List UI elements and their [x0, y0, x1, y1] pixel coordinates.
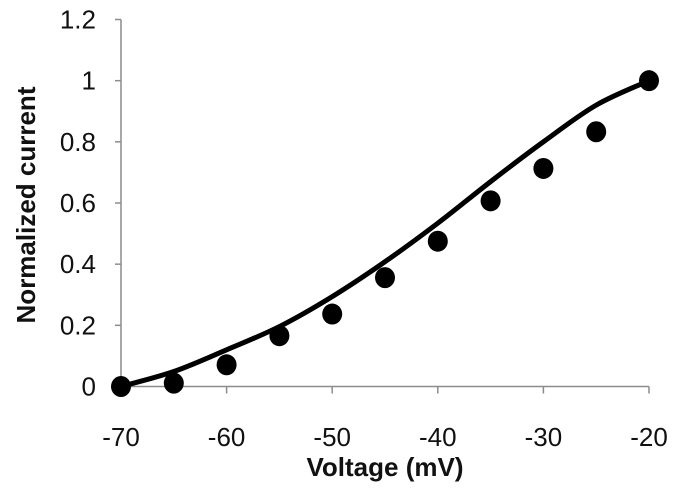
y-axis-label: Normalized current — [11, 86, 41, 323]
data-point — [163, 372, 184, 394]
data-point — [216, 354, 237, 376]
y-tick-label: 1 — [82, 66, 96, 96]
y-tick-label: 0.2 — [60, 310, 96, 340]
data-point — [586, 121, 607, 143]
data-point — [322, 303, 343, 325]
data-point — [427, 230, 448, 252]
x-tick-label: -60 — [208, 422, 246, 452]
x-tick-label: -30 — [525, 422, 563, 452]
x-tick-label: -50 — [313, 422, 351, 452]
y-tick-label: 0.4 — [60, 249, 96, 279]
tick-labels: 0 0.2 0.4 0.6 0.8 1 1.2 -70 -60 -50 -40 -30 -20 — [60, 5, 668, 453]
data-point — [639, 70, 659, 92]
y-tick-label: 1.2 — [60, 5, 96, 35]
y-tick-label: 0.8 — [60, 127, 96, 157]
y-tick-label: 0.6 — [60, 188, 96, 218]
data-point — [480, 190, 501, 212]
data-point — [111, 376, 131, 397]
data-point — [375, 267, 395, 289]
axes — [115, 18, 650, 394]
plot-marks — [111, 70, 659, 397]
y-tick-label: 0 — [82, 372, 96, 402]
x-axis-label: Voltage (mV) — [307, 452, 464, 482]
data-point — [533, 157, 554, 179]
x-tick-label: -40 — [419, 422, 457, 452]
x-tick-label: -20 — [630, 422, 668, 452]
x-tick-label: -70 — [102, 422, 140, 452]
fit-line — [118, 78, 652, 389]
data-point — [269, 325, 290, 347]
